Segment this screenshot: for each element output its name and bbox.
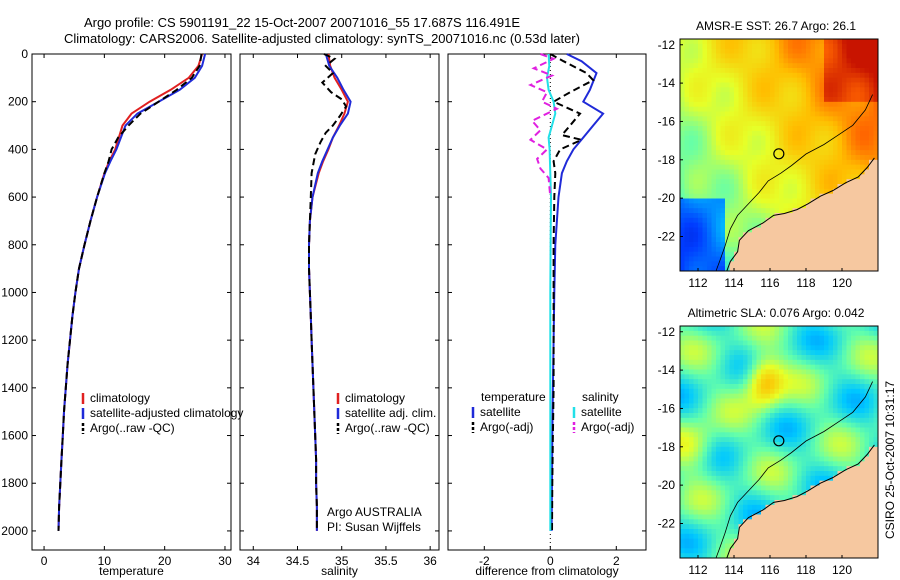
x-tick-label: 116 (760, 563, 779, 577)
y-tick-label: 1200 (1, 333, 28, 347)
map-title: Altimetric SLA: 0.076 Argo: 0.042 (688, 306, 865, 320)
y-tick-label: -12 (658, 38, 676, 52)
legend-label: satellite (581, 405, 622, 419)
x-tick-label: 2 (613, 554, 620, 568)
y-tick-label: 1800 (1, 476, 28, 490)
y-tick-label: 0 (21, 47, 28, 61)
x-tick-label: 35.5 (374, 554, 398, 568)
series-line (57, 53, 203, 531)
coastline (726, 444, 875, 558)
temperature-profile-panel: 0 10 20 30 temperature 0 200 400 600 800 1000 1200 1… (1, 47, 232, 578)
argo-location-marker (773, 435, 785, 447)
y-tick-label: -20 (658, 478, 676, 492)
x-tick-label: 30 (218, 554, 232, 568)
y-tick-label: -22 (658, 516, 676, 530)
x-tick-label: 36 (423, 554, 437, 568)
legend-label: Argo(-adj) (581, 420, 634, 434)
y-tick-label: 1000 (1, 285, 28, 299)
y-tick-label: -22 (658, 229, 676, 243)
x-tick-label: 34 (247, 554, 261, 568)
x-tick-label: 120 (832, 276, 852, 290)
y-tick-label: -18 (658, 440, 676, 454)
y-tick-label: -20 (658, 191, 676, 205)
coastline (726, 157, 875, 271)
x-tick-label: 112 (688, 563, 707, 577)
isobath-line (715, 381, 873, 558)
difference-legend: temperaturesatelliteArgo(-adj)salinitysa… (471, 390, 634, 434)
plot-frame (31, 53, 232, 551)
annotation-line: PI: Susan Wijffels (327, 520, 421, 534)
plot-frame (447, 53, 647, 551)
map-field (680, 39, 878, 271)
series-line (308, 53, 348, 531)
x-tick-label: 10 (98, 554, 112, 568)
y-tick-label: 400 (8, 142, 28, 156)
x-tick-label: 116 (760, 276, 779, 290)
series-line (549, 53, 595, 531)
y-tick-label: 200 (8, 95, 28, 109)
plot-frame (239, 53, 440, 551)
figure-title-line2: Climatology: CARS2006. Satellite-adjuste… (64, 31, 580, 46)
legend-label: Argo(..raw -QC) (90, 421, 175, 435)
x-tick-label: 120 (832, 563, 852, 577)
x-tick-label: 34.5 (286, 554, 310, 568)
y-tick-label: -14 (658, 76, 676, 90)
x-tick-label: 114 (724, 563, 743, 577)
map-field (680, 326, 878, 558)
y-tick-label: 800 (8, 238, 28, 252)
x-axis-label: difference from climatology (475, 564, 618, 578)
figure-title-line1: Argo profile: CS 5901191_22 15-Oct-2007 … (84, 15, 520, 30)
x-tick-label: 0 (41, 554, 48, 568)
legend-heading: salinity (582, 390, 619, 404)
y-tick-label: -12 (658, 325, 676, 339)
isobath-line (715, 94, 873, 271)
x-tick-label: 20 (158, 554, 172, 568)
y-tick-label: -18 (658, 153, 676, 167)
x-tick-label: 35 (335, 554, 349, 568)
annotation-line: Argo AUSTRALIA (327, 505, 422, 519)
legend-label: satellite-adjusted climatology (90, 406, 243, 420)
legend-label: climatology (90, 391, 150, 405)
x-tick-label: 112 (688, 276, 707, 290)
salinity-profile-panel: 34 34.5 35 35.5 36 salinity (239, 53, 440, 578)
legend-label: Argo(..raw -QC) (345, 421, 430, 435)
x-tick-label: 118 (796, 563, 815, 577)
y-tick-label: 2000 (1, 524, 28, 538)
map-frame (679, 38, 879, 272)
legend-label: satellite adj. clim. (345, 406, 436, 420)
series-line (550, 53, 605, 531)
y-tick-label: -16 (658, 401, 676, 415)
x-axis-label: salinity (321, 564, 358, 578)
y-tick-label: 600 (8, 190, 28, 204)
footer-stamp: CSIRO 25-Oct-2007 10:31:17 (883, 381, 897, 539)
y-tick-label: -16 (658, 114, 676, 128)
sla-map-panel: Altimetric SLA: 0.076 Argo: 0.042 112 114 1… (658, 306, 879, 577)
x-axis-label: temperature (99, 564, 164, 578)
x-tick-label: -2 (479, 554, 490, 568)
legend-label: satellite (480, 405, 521, 419)
map-title: AMSR-E SST: 26.7 Argo: 26.1 (696, 19, 856, 33)
legend-label: climatology (345, 391, 405, 405)
series-line (528, 53, 560, 198)
series-line (545, 53, 557, 531)
sst-map-panel: AMSR-E SST: 26.7 Argo: 26.1 112 114 116 118 1… (658, 19, 879, 290)
x-tick-label: 114 (724, 276, 743, 290)
x-tick-label: 0 (547, 554, 554, 568)
y-tick-label: -14 (658, 363, 676, 377)
y-tick-label: 1400 (1, 381, 28, 395)
x-tick-label: 118 (796, 276, 815, 290)
argo-location-marker (773, 148, 785, 160)
legend-label: Argo(-adj) (480, 420, 533, 434)
legend-heading: temperature (481, 390, 546, 404)
series-line (308, 53, 352, 531)
map-frame (679, 325, 879, 559)
y-tick-label: 1600 (1, 429, 28, 443)
